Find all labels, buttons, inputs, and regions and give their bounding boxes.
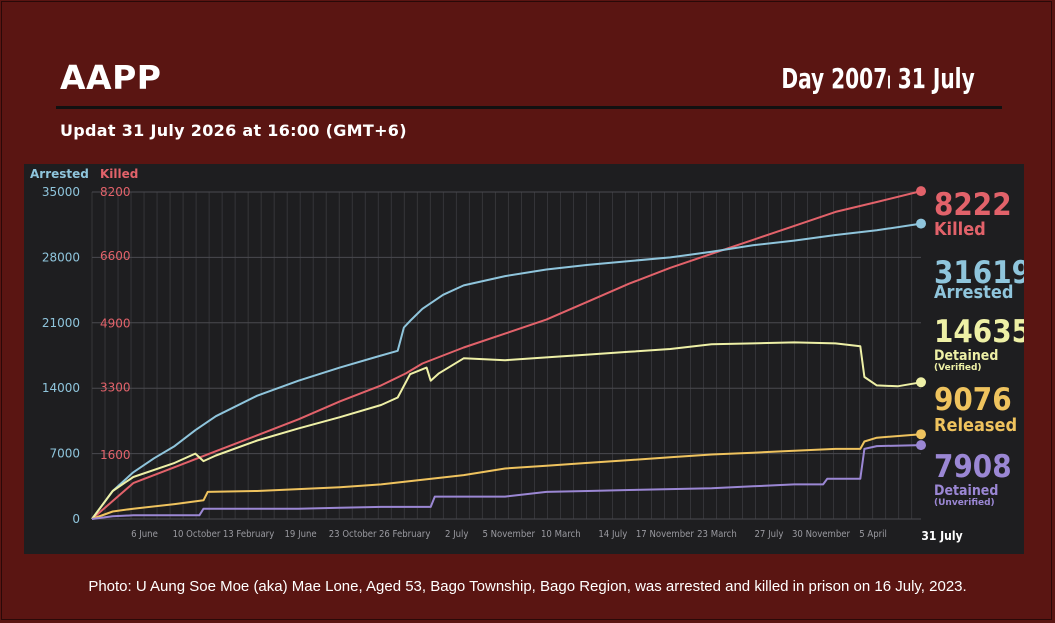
line-chart: Arrested Killed 0 7000 14000 21000 28000 35000 1… bbox=[30, 167, 1024, 543]
x-tick-label: 10 March bbox=[541, 529, 581, 540]
x-tick-label: 10 October bbox=[173, 529, 221, 540]
series-end-dot-arrested bbox=[916, 218, 926, 229]
tick-label-killed: 3300 bbox=[100, 380, 131, 394]
update-timestamp: Updat 31 July 2026 at 16:00 (GMT+6) bbox=[60, 121, 407, 140]
tick-label-arrested: 28000 bbox=[42, 250, 80, 264]
tick-label-killed: 6600 bbox=[100, 249, 131, 263]
series-final-value-released: 9076 bbox=[934, 382, 1012, 418]
axis-title-arrested: Arrested bbox=[30, 167, 89, 181]
chart-panel: Arrested Killed 0 7000 14000 21000 28000 35000 1… bbox=[24, 164, 1024, 554]
series-line-released bbox=[91, 433, 922, 520]
x-tick-label: 5 November bbox=[482, 529, 535, 540]
series-final-value-killed: 8222 bbox=[934, 187, 1012, 223]
series-final-sublabel-detained-unverified: (Unverified) bbox=[934, 498, 995, 508]
x-tick-label: 6 June bbox=[131, 529, 158, 540]
series-final-label-detained-verified: Detained bbox=[934, 348, 998, 364]
header-rule bbox=[56, 106, 1002, 109]
x-tick-label: 5 April bbox=[859, 529, 887, 540]
x-tick-label: 31 July bbox=[921, 529, 962, 543]
series-line-detained-unverified bbox=[91, 444, 922, 520]
series-end-dot-killed bbox=[916, 186, 926, 197]
x-tick-label: 17 November bbox=[636, 529, 695, 540]
series-line-detained-verified bbox=[91, 341, 922, 520]
tick-label-killed: 1600 bbox=[100, 448, 131, 462]
tick-label-arrested: 0 bbox=[72, 512, 80, 526]
x-tick-label: 27 July bbox=[755, 529, 784, 540]
tick-label-killed: 4900 bbox=[100, 317, 131, 331]
series-end-dot-detained-verified bbox=[916, 377, 926, 388]
x-tick-label: 13 February bbox=[223, 529, 274, 540]
x-tick-label: 2 July bbox=[445, 529, 469, 540]
series-final-value-detained-verified: 14635 bbox=[934, 314, 1024, 350]
brand-title: AAPP bbox=[60, 58, 162, 97]
x-tick-label: 23 March bbox=[697, 529, 737, 540]
tick-label-arrested: 35000 bbox=[42, 185, 80, 199]
series-final-sublabel-detained-verified: (Verified) bbox=[934, 363, 982, 373]
tick-label-arrested: 21000 bbox=[42, 316, 80, 330]
tick-label-killed: 8200 bbox=[100, 185, 131, 199]
series-end-dot-detained-unverified bbox=[916, 440, 926, 451]
series-final-label-released: Released bbox=[934, 415, 1017, 436]
series-final-label-detained-unverified: Detained bbox=[934, 483, 998, 499]
tick-label-arrested: 14000 bbox=[42, 381, 80, 395]
series-final-value-detained-unverified: 7908 bbox=[934, 449, 1012, 485]
series-line-killed bbox=[91, 190, 922, 520]
series-final-label-killed: Killed bbox=[934, 219, 986, 240]
x-tick-label: 23 October bbox=[329, 529, 377, 540]
x-tick-label: 19 June bbox=[284, 529, 316, 540]
axis-title-killed: Killed bbox=[100, 167, 138, 181]
series-final-value-arrested: 31619 bbox=[934, 255, 1024, 291]
series-line-arrested bbox=[91, 222, 922, 520]
series-end-dot-released bbox=[916, 429, 926, 440]
day-label: Day 2007၊ 31 July bbox=[781, 62, 975, 95]
tick-label-arrested: 7000 bbox=[49, 447, 80, 461]
x-tick-label: 14 July bbox=[598, 529, 627, 540]
series-final-label-arrested: Arrested bbox=[934, 282, 1013, 303]
photo-caption: Photo: U Aung Soe Moe (aka) Mae Lone, Ag… bbox=[88, 578, 967, 595]
x-tick-label: 26 February bbox=[379, 529, 430, 540]
x-tick-label: 30 November bbox=[792, 529, 851, 540]
